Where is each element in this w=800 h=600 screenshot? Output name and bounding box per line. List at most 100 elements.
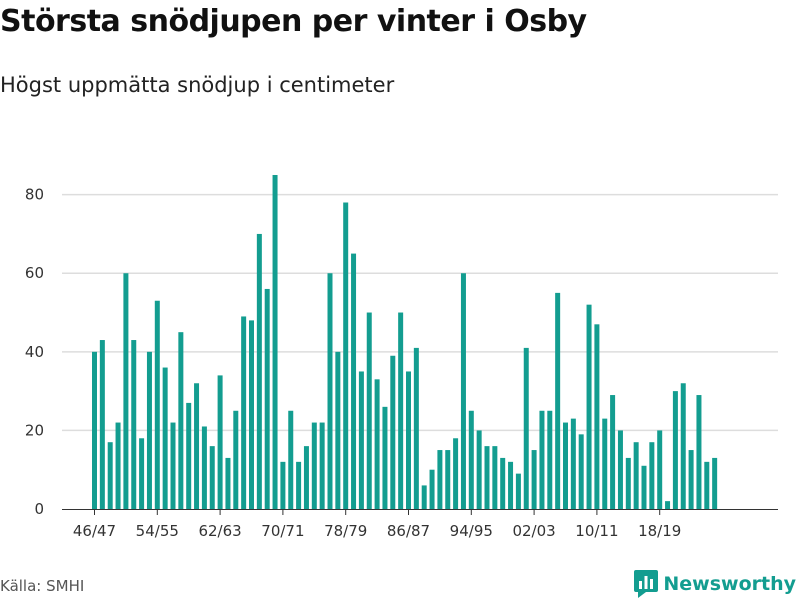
bar-12/13	[610, 395, 616, 509]
bar-88/89	[421, 485, 427, 509]
bar-20/21	[672, 391, 678, 509]
chart-subtitle: Högst uppmätta snödjup i centimeter	[0, 73, 395, 97]
bar-86/87	[406, 371, 411, 509]
x-tick-label: 78/79	[324, 522, 367, 540]
bar-73/74	[303, 446, 309, 509]
bar-52/53	[139, 438, 145, 509]
bar-49/50	[115, 422, 121, 509]
bar-48/49	[107, 442, 113, 509]
bar-97/98	[492, 446, 498, 509]
bar-22/23	[688, 450, 694, 509]
bar-61/62	[209, 446, 215, 509]
bar-46/47	[92, 351, 97, 509]
bar-02/03	[531, 450, 537, 509]
y-tick-label: 40	[25, 343, 44, 361]
chart-title: Största snödjupen per vinter i Osby	[0, 4, 587, 39]
bar-83/84	[382, 406, 388, 509]
brand-logo: Newsworthy	[634, 570, 796, 598]
bar-95/96	[476, 430, 482, 509]
bar-23/24	[696, 395, 702, 509]
bar-57/58	[178, 332, 184, 509]
bar-71/72	[288, 410, 294, 509]
bar-67/68	[256, 233, 262, 510]
bar-50/51	[123, 273, 129, 509]
bar-66/67	[249, 320, 254, 509]
bar-94/95	[468, 410, 474, 509]
bar-96/97	[484, 446, 490, 509]
bar-59/60	[194, 383, 200, 509]
bar-65/66	[241, 316, 247, 509]
bar-62/63	[217, 375, 223, 509]
bar-79/80	[351, 253, 357, 509]
x-tick-label: 46/47	[73, 522, 116, 540]
bar-14/15	[625, 457, 631, 509]
bar-17/18	[649, 442, 655, 509]
bar-90/91	[437, 450, 443, 509]
x-tick-label: 18/19	[638, 522, 681, 540]
x-tick-label: 62/63	[198, 522, 241, 540]
bar-74/75	[311, 422, 317, 509]
x-tick-label: 94/95	[450, 522, 493, 540]
grid-lines	[62, 193, 778, 432]
bar-60/61	[201, 426, 207, 509]
x-tick-label: 54/55	[136, 522, 179, 540]
bar-04/05	[547, 410, 553, 509]
x-tick-label: 10/11	[575, 522, 618, 540]
newsworthy-logo-icon	[634, 570, 659, 598]
bar-82/83	[374, 379, 380, 509]
bar-58/59	[186, 402, 192, 509]
bar-10/11	[594, 324, 600, 509]
bar-09/10	[586, 304, 592, 509]
bar-92/93	[453, 438, 459, 509]
x-tick-label: 02/03	[512, 522, 555, 540]
bar-75/76	[319, 422, 325, 509]
bar-84/85	[390, 355, 396, 509]
bar-53/54	[146, 351, 152, 509]
y-tick-label: 80	[25, 186, 44, 204]
bar-56/57	[170, 422, 176, 509]
bar-16/17	[641, 465, 647, 509]
bar-21/22	[680, 383, 686, 509]
bar-76/77	[327, 273, 333, 509]
bar-11/12	[602, 418, 608, 509]
bar-80/81	[358, 371, 364, 509]
bar-85/86	[398, 312, 404, 509]
bar-91/92	[445, 450, 451, 509]
bar-72/73	[296, 461, 302, 509]
brand-name: Newsworthy	[663, 573, 796, 595]
bar-93/94	[460, 273, 466, 509]
bar-68/69	[264, 288, 270, 509]
bar-15/16	[633, 442, 639, 509]
y-tick-label: 20	[25, 421, 44, 439]
source-note: Källa: SMHI	[0, 577, 85, 595]
bar-99/00	[508, 461, 514, 509]
y-tick-label: 60	[25, 264, 44, 282]
bar-24/25	[704, 461, 710, 509]
bar-63/64	[225, 457, 231, 509]
bars	[92, 175, 718, 510]
bar-08/09	[578, 434, 584, 509]
bar-07/08	[570, 418, 576, 509]
bar-47/48	[99, 340, 105, 509]
bar-19/20	[665, 501, 671, 509]
bar-81/82	[366, 312, 372, 509]
axes: 0 20 40 60 80 46/47 54/55 62/63 70/71 78/79 86/87 9…	[25, 186, 778, 540]
y-tick-label: 0	[34, 500, 44, 518]
bar-06/07	[563, 422, 568, 509]
x-tick-label: 86/87	[387, 522, 430, 540]
bar-03/04	[539, 410, 545, 509]
bar-18/19	[657, 430, 663, 509]
bar-05/06	[555, 292, 561, 509]
bar-70/71	[280, 461, 286, 509]
bar-01/02	[523, 347, 529, 509]
bar-00/01	[515, 473, 521, 509]
bar-55/56	[162, 367, 168, 509]
bar-87/88	[413, 347, 419, 509]
bar-98/99	[500, 457, 506, 509]
bar-89/90	[429, 469, 435, 509]
bar-64/65	[233, 410, 239, 509]
x-tick-label: 70/71	[261, 522, 304, 540]
bar-78/79	[343, 202, 349, 509]
bar-51/52	[131, 340, 137, 509]
